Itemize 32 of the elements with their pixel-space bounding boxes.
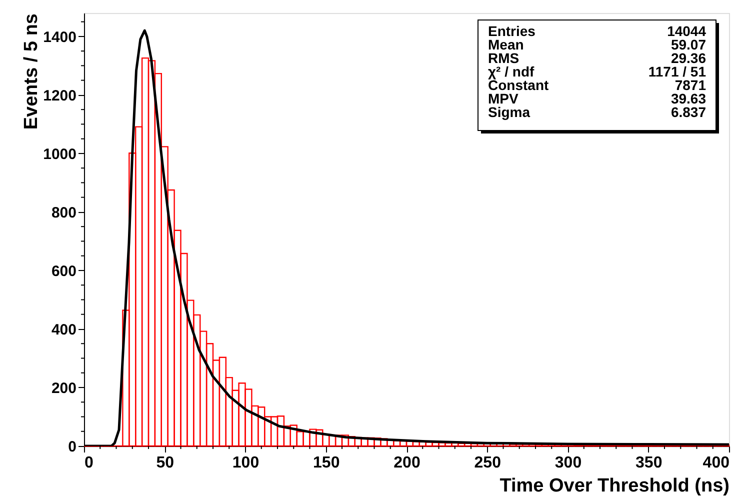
- x-tick-label: 300: [554, 454, 582, 472]
- annotation: RMS: [488, 50, 520, 66]
- y-tick-label: 800: [51, 204, 76, 222]
- x-tick-label: 150: [313, 454, 340, 472]
- x-tick-label: 250: [474, 454, 502, 472]
- annotation: 6.837: [670, 104, 706, 120]
- x-axis-title: Time Over Threshold (ns): [500, 476, 730, 496]
- annotation: Mean: [488, 36, 524, 52]
- annotation: MPV: [488, 90, 519, 106]
- annotation: 14044: [667, 23, 706, 39]
- y-tick-label: 200: [51, 380, 76, 397]
- x-tick-label: 400: [702, 454, 730, 472]
- annotation: 59.07: [670, 36, 706, 52]
- annotation: 29.36: [670, 50, 706, 66]
- x-tick-label: 0: [84, 454, 94, 472]
- y-tick-label: 1200: [43, 87, 76, 104]
- x-tick-label: 100: [232, 454, 260, 472]
- annotation: 1171 / 51: [648, 64, 706, 80]
- annotation: Entries: [488, 23, 536, 39]
- y-tick-label: 600: [51, 262, 76, 280]
- y-tick-label: 400: [51, 321, 76, 338]
- x-tick-label: 200: [394, 454, 420, 472]
- annotation: χ² / ndf: [488, 64, 534, 80]
- y-tick-label: 0: [68, 438, 76, 456]
- annotation: Sigma: [488, 104, 530, 120]
- x-tick-label: 350: [636, 454, 662, 472]
- y-axis-title: Events / 5 ns: [21, 14, 42, 130]
- annotation: 7871: [674, 77, 706, 93]
- annotation: 39.63: [670, 90, 706, 106]
- x-tick-label: 50: [156, 454, 174, 472]
- y-tick-label: 1400: [43, 28, 76, 46]
- y-tick-label: 1000: [43, 146, 76, 163]
